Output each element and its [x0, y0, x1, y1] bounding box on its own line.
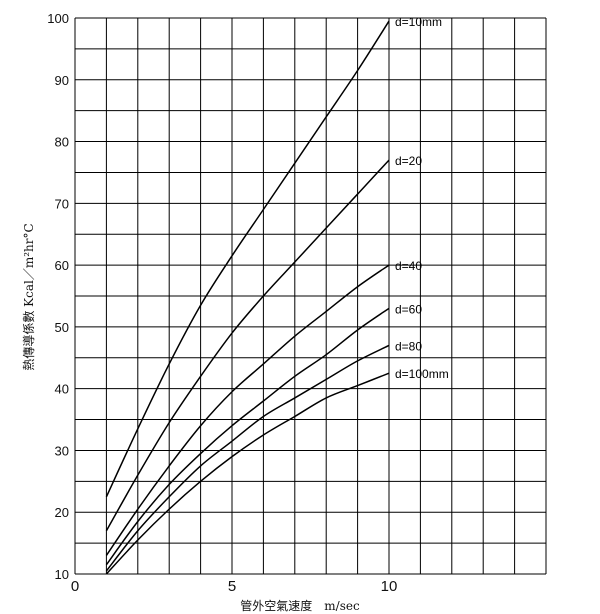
x-tick-label: 5: [228, 578, 236, 595]
series-label: d=40: [395, 259, 422, 273]
x-axis-title: 管外空氣速度 m/sec: [240, 598, 360, 613]
series-label: d=20: [395, 154, 422, 168]
series-line: [105, 264, 390, 556]
y-tick-label: 100: [47, 11, 69, 26]
y-tick-label: 20: [55, 505, 69, 520]
series-labels: d=10mm d=20 d=40 d=60 d=80 d=100mm: [395, 15, 449, 381]
y-tick-label: 70: [55, 196, 69, 211]
chart-series: [105, 20, 390, 575]
chart-grid: [74, 17, 547, 575]
x-tick-label: 10: [381, 578, 398, 595]
axis-ticks: 10 20 30 40 50 60 70 80 90 100 0 5 10: [47, 11, 397, 595]
y-axis-title: 熱傳導係數 Kcal／m²hr°C: [22, 223, 36, 370]
y-tick-label: 50: [55, 320, 69, 335]
y-tick-label: 40: [55, 382, 69, 397]
series-line: [105, 307, 390, 566]
y-tick-label: 80: [55, 135, 69, 150]
series-label: d=80: [395, 339, 422, 353]
series-line: [105, 20, 390, 498]
y-tick-label: 30: [55, 443, 69, 458]
series-line: [105, 344, 390, 572]
x-tick-label: 0: [71, 578, 79, 595]
series-line: [105, 159, 390, 532]
series-line: [105, 372, 390, 575]
series-label: d=60: [395, 302, 422, 316]
y-tick-label: 60: [55, 258, 69, 273]
y-tick-label: 10: [55, 567, 69, 582]
series-label: d=100mm: [395, 367, 449, 381]
series-label: d=10mm: [395, 15, 442, 29]
y-tick-label: 90: [55, 73, 69, 88]
